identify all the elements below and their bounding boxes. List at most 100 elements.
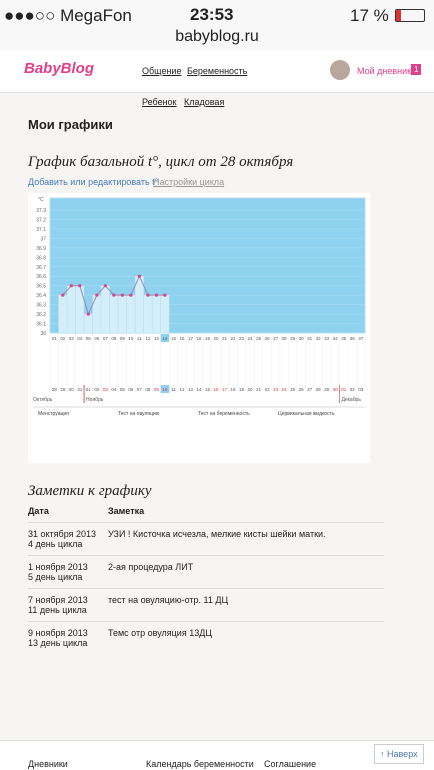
note-date-cell: 1 ноября 2013 5 день цикла bbox=[28, 556, 108, 589]
temp-point bbox=[112, 293, 116, 297]
time: 23:53 bbox=[190, 5, 234, 24]
month: Декабрь bbox=[341, 397, 361, 403]
logo[interactable]: BabyBlog bbox=[24, 60, 95, 77]
y-tick-label: 36.8 bbox=[36, 255, 46, 261]
notes-table: Дата Заметка 31 октября 2013 4 день цикла У… bbox=[28, 500, 384, 654]
chart-title: График базальной t°, цикл от 28 октября bbox=[28, 154, 294, 170]
battery-icon bbox=[395, 9, 425, 22]
cycle-day: 31 bbox=[307, 336, 313, 341]
cycle-day: 4 день цикла bbox=[28, 539, 83, 549]
temp-point bbox=[78, 284, 82, 288]
cycle-day: 01 bbox=[52, 336, 58, 341]
cycle-day: 11 день цикла bbox=[28, 605, 87, 615]
note-date-cell: 9 ноября 2013 13 день цикла bbox=[28, 622, 108, 655]
cycle-day: 32 bbox=[316, 336, 322, 341]
temp-column bbox=[134, 275, 144, 334]
date: 08 bbox=[145, 387, 151, 392]
today-cell bbox=[160, 385, 170, 393]
y-tick-label: 37.1 bbox=[36, 227, 46, 233]
date: 18 bbox=[231, 387, 237, 392]
date: 03 bbox=[103, 387, 109, 392]
date: 17 bbox=[222, 387, 228, 392]
cycle-day: 5 день цикла bbox=[28, 572, 83, 582]
cycle-day: 36 bbox=[350, 336, 356, 341]
date: 10 bbox=[162, 387, 168, 392]
cycle-day: 37 bbox=[358, 336, 364, 341]
date: 26 bbox=[299, 387, 305, 392]
temp-column bbox=[75, 285, 85, 334]
diary-link[interactable]: Мой дневник bbox=[357, 66, 412, 76]
date: 02 bbox=[94, 387, 100, 392]
col-header: Заметка bbox=[108, 506, 145, 516]
y-tick-label: 36.9 bbox=[36, 246, 46, 252]
date: 29 bbox=[324, 387, 330, 392]
temp-point bbox=[146, 293, 150, 297]
cycle-day: 21 bbox=[222, 336, 228, 341]
footer-link[interactable]: Дневники bbox=[28, 759, 68, 769]
settings-link[interactable]: Настройки цикла bbox=[153, 177, 225, 187]
note-date: 9 ноября 2013 bbox=[28, 628, 88, 638]
temp-column bbox=[66, 285, 76, 334]
nav-link[interactable]: Беременность bbox=[187, 66, 248, 76]
url: babyblog.ru bbox=[175, 28, 259, 45]
date: 01 bbox=[86, 387, 92, 392]
to-top[interactable]: ↑ Наверх bbox=[374, 744, 424, 764]
cycle-day: 29 bbox=[290, 336, 296, 341]
temp-column bbox=[83, 313, 93, 334]
date: 22 bbox=[265, 387, 271, 392]
cycle-day: 08 bbox=[111, 336, 117, 341]
footer-link[interactable]: Календарь беременности bbox=[146, 759, 254, 769]
date: 28 bbox=[316, 387, 322, 392]
date: 09 bbox=[154, 387, 160, 392]
subnav-link[interactable]: Ребенок bbox=[142, 97, 177, 107]
temp-point bbox=[61, 293, 65, 297]
cycle-day: 22 bbox=[231, 336, 237, 341]
temp-column bbox=[58, 294, 68, 334]
carrier: ●●●○○ MegaFon bbox=[4, 6, 132, 25]
month: Октябрь bbox=[33, 397, 53, 403]
cycle-day: 19 bbox=[205, 336, 211, 341]
footer-link[interactable]: Соглашение bbox=[264, 759, 317, 769]
cycle-day: 11 bbox=[137, 336, 142, 341]
date: 14 bbox=[196, 387, 202, 392]
date: 27 bbox=[307, 387, 313, 392]
temp-column bbox=[143, 294, 153, 334]
cycle-day: 07 bbox=[103, 336, 109, 341]
y-tick-label: 37.2 bbox=[36, 217, 46, 223]
date: 05 bbox=[120, 387, 126, 392]
cycle-day: 02 bbox=[60, 336, 66, 341]
date: 07 bbox=[137, 387, 143, 392]
cycle-day: 28 bbox=[282, 336, 288, 341]
badge: 1 bbox=[411, 64, 422, 75]
subnav-link[interactable]: Кладовая bbox=[184, 97, 225, 107]
temp-column bbox=[109, 294, 119, 334]
cycle-day: 14 bbox=[162, 336, 168, 341]
cycle-day: 27 bbox=[273, 336, 279, 341]
date: 31 bbox=[77, 387, 83, 392]
cycle-day: 26 bbox=[265, 336, 271, 341]
edit-link[interactable]: Добавить или редактировать t° bbox=[28, 177, 159, 187]
cycle-day: 10 bbox=[128, 336, 134, 341]
note-date: 7 ноября 2013 bbox=[28, 595, 88, 605]
y-tick-label: 36.1 bbox=[36, 322, 46, 328]
temp-column bbox=[151, 294, 161, 334]
nav-link[interactable]: Общение bbox=[142, 66, 182, 76]
date: 11 bbox=[171, 387, 176, 392]
col-header: Дата bbox=[28, 506, 49, 516]
note-text: Темс отр овуляция 13ДЦ bbox=[108, 628, 212, 638]
y-unit: °C bbox=[38, 197, 44, 203]
note-date-cell: 7 ноября 2013 11 день цикла bbox=[28, 589, 108, 622]
footer: Дневники Календарь беременности Соглашен… bbox=[0, 740, 434, 770]
note-date: 31 октября 2013 bbox=[28, 529, 97, 539]
cycle-day: 13 день цикла bbox=[28, 638, 88, 648]
cycle-day: 03 bbox=[69, 336, 75, 341]
cycle-day: 05 bbox=[86, 336, 92, 341]
avatar[interactable] bbox=[330, 60, 350, 80]
temp-column bbox=[126, 294, 136, 334]
date: 04 bbox=[111, 387, 117, 392]
status-bar: ●●●○○ MegaFon 23:53 17 % babyblog.ru bbox=[0, 0, 434, 50]
date: 03 bbox=[358, 387, 364, 392]
note-row: 9 ноября 2013 13 день цикла Темс отр овуля… bbox=[28, 621, 384, 655]
page-title: Мои графики bbox=[28, 117, 113, 132]
temp-point bbox=[154, 293, 159, 297]
